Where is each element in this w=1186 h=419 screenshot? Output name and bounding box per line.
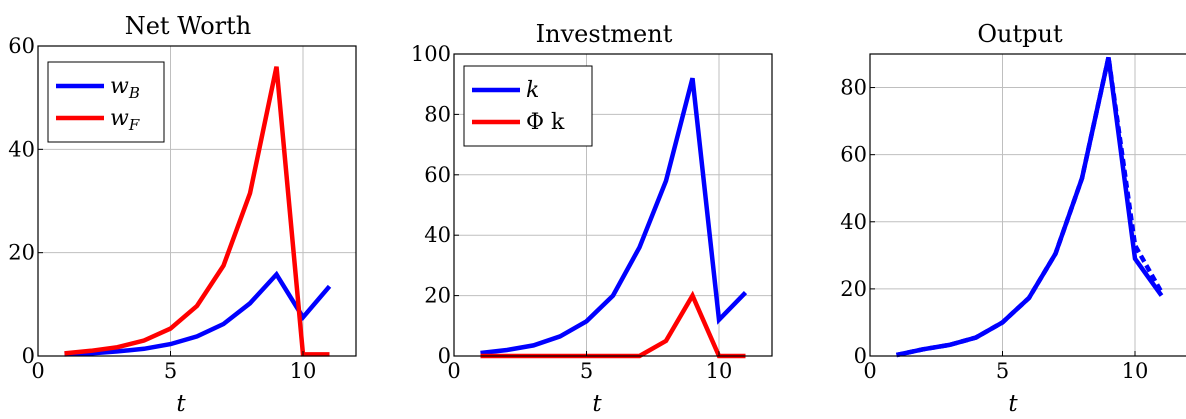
x-tick-label: 5 — [996, 359, 1009, 383]
x-tick-label: 5 — [580, 359, 593, 383]
legend-box — [47, 61, 165, 143]
y-tick-label: 20 — [424, 284, 451, 308]
y-tick-label: 40 — [424, 223, 451, 247]
chart-panel-3: 0 5 10 0 20 40 60 80 Output t — [840, 20, 1186, 417]
series-line-1 — [64, 270, 332, 357]
y-tick-label: 0 — [438, 344, 451, 368]
x-axis-label: t — [592, 391, 602, 417]
x-tick-label: 10 — [1122, 359, 1149, 383]
x-axis-label: t — [1008, 391, 1018, 417]
legend-label: wB — [110, 74, 140, 102]
x-axis-label: t — [176, 391, 186, 417]
y-tick-label: 0 — [854, 344, 867, 368]
y-tick-label: 20 — [840, 277, 867, 301]
legend-box — [463, 65, 593, 147]
legend: wB wF — [47, 61, 165, 143]
series-line-1 — [896, 56, 1164, 358]
y-tick-label: 20 — [8, 241, 35, 265]
chart-panel-1: 0 5 10 0 20 40 60 Net Worth t wB wF — [8, 12, 357, 417]
x-tick-label: 0 — [31, 359, 44, 383]
legend: k Φ k — [463, 65, 593, 147]
y-tick-label: 40 — [8, 137, 35, 161]
y-tick-label: 0 — [22, 344, 35, 368]
x-tick-label: 10 — [290, 359, 317, 383]
y-tick-label: 60 — [840, 143, 867, 167]
chart-title: Investment — [536, 20, 673, 48]
series-line-1 — [480, 77, 748, 356]
chart-title: Output — [977, 20, 1063, 48]
axes-frame — [869, 53, 1186, 357]
y-tick-label: 40 — [840, 210, 867, 234]
series-line-2 — [896, 56, 1164, 358]
x-tick-label: 5 — [164, 359, 177, 383]
axes-frame — [453, 53, 773, 357]
axes-frame — [37, 45, 357, 357]
series-line-2 — [64, 66, 330, 357]
y-tick-label: 80 — [840, 76, 867, 100]
chart-title: Net Worth — [125, 12, 252, 40]
y-tick-label: 60 — [8, 34, 35, 58]
legend-label: wF — [110, 106, 140, 134]
legend-label: k — [526, 78, 539, 103]
y-tick-label: 100 — [411, 42, 451, 66]
y-tick-label: 60 — [424, 163, 451, 187]
x-tick-label: 0 — [863, 359, 876, 383]
y-tick-label: 80 — [424, 102, 451, 126]
legend-label: Φ k — [526, 110, 565, 135]
x-tick-label: 0 — [447, 359, 460, 383]
x-tick-label: 10 — [706, 359, 733, 383]
